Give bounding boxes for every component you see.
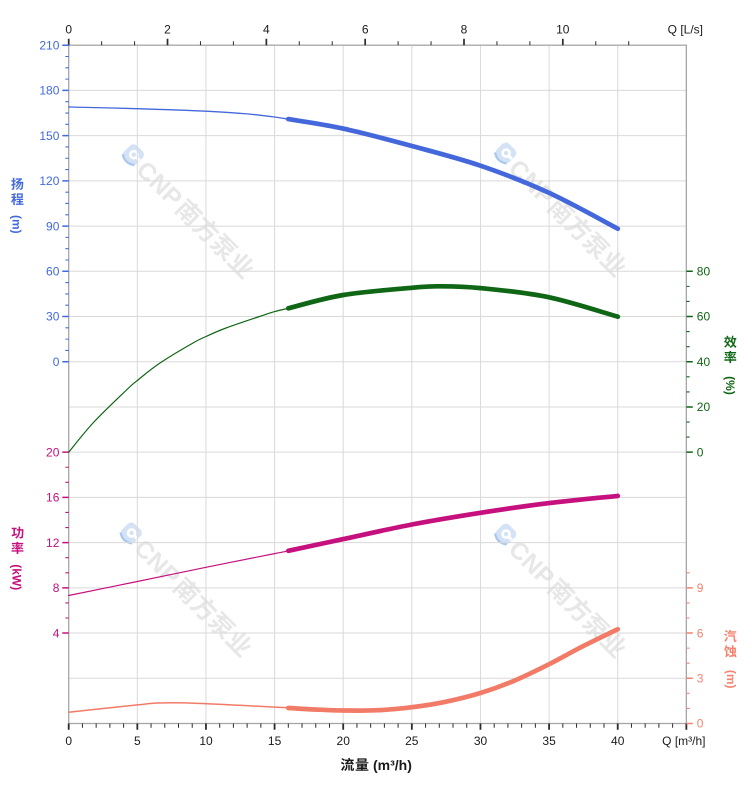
svg-text:2: 2 bbox=[164, 23, 171, 37]
svg-text:30: 30 bbox=[474, 734, 488, 748]
svg-text:30: 30 bbox=[46, 310, 60, 324]
svg-text:90: 90 bbox=[46, 219, 60, 233]
svg-text:60: 60 bbox=[697, 310, 711, 324]
svg-text:10: 10 bbox=[199, 734, 213, 748]
svg-text:4: 4 bbox=[263, 23, 270, 37]
svg-text:150: 150 bbox=[39, 129, 59, 143]
svg-text:25: 25 bbox=[405, 734, 419, 748]
svg-text:180: 180 bbox=[39, 84, 59, 98]
svg-text:12: 12 bbox=[46, 536, 60, 550]
svg-text:40: 40 bbox=[611, 734, 625, 748]
svg-text:4: 4 bbox=[53, 626, 60, 640]
svg-text:40: 40 bbox=[697, 355, 711, 369]
svg-text:8: 8 bbox=[461, 23, 468, 37]
svg-text:0: 0 bbox=[65, 734, 72, 748]
svg-text:20: 20 bbox=[46, 445, 60, 459]
svg-text:16: 16 bbox=[46, 491, 60, 505]
svg-text:9: 9 bbox=[697, 581, 704, 595]
svg-text:(kW): (kW) bbox=[9, 564, 23, 590]
svg-text:5: 5 bbox=[134, 734, 141, 748]
svg-text:210: 210 bbox=[39, 38, 59, 52]
svg-text:0: 0 bbox=[53, 355, 60, 369]
svg-text:6: 6 bbox=[697, 626, 704, 640]
svg-text:120: 120 bbox=[39, 174, 59, 188]
svg-text:20: 20 bbox=[697, 400, 711, 414]
svg-text:10: 10 bbox=[556, 23, 570, 37]
svg-text:(m): (m) bbox=[9, 215, 23, 234]
svg-text:(m): (m) bbox=[724, 670, 738, 689]
svg-text:15: 15 bbox=[268, 734, 282, 748]
svg-text:35: 35 bbox=[542, 734, 556, 748]
svg-text:80: 80 bbox=[697, 265, 711, 279]
svg-text:20: 20 bbox=[337, 734, 351, 748]
svg-text:8: 8 bbox=[53, 581, 60, 595]
svg-text:3: 3 bbox=[697, 672, 704, 686]
svg-text:0: 0 bbox=[697, 717, 704, 731]
svg-text:60: 60 bbox=[46, 265, 60, 279]
svg-text:0: 0 bbox=[697, 445, 704, 459]
svg-text:Q [L/s]: Q [L/s] bbox=[668, 23, 703, 37]
svg-text:(m³/h): (m³/h) bbox=[373, 757, 412, 773]
svg-text:(%): (%) bbox=[723, 376, 737, 395]
svg-text:0: 0 bbox=[65, 23, 72, 37]
svg-text:Q [m³/h]: Q [m³/h] bbox=[662, 734, 705, 748]
svg-text:6: 6 bbox=[362, 23, 369, 37]
